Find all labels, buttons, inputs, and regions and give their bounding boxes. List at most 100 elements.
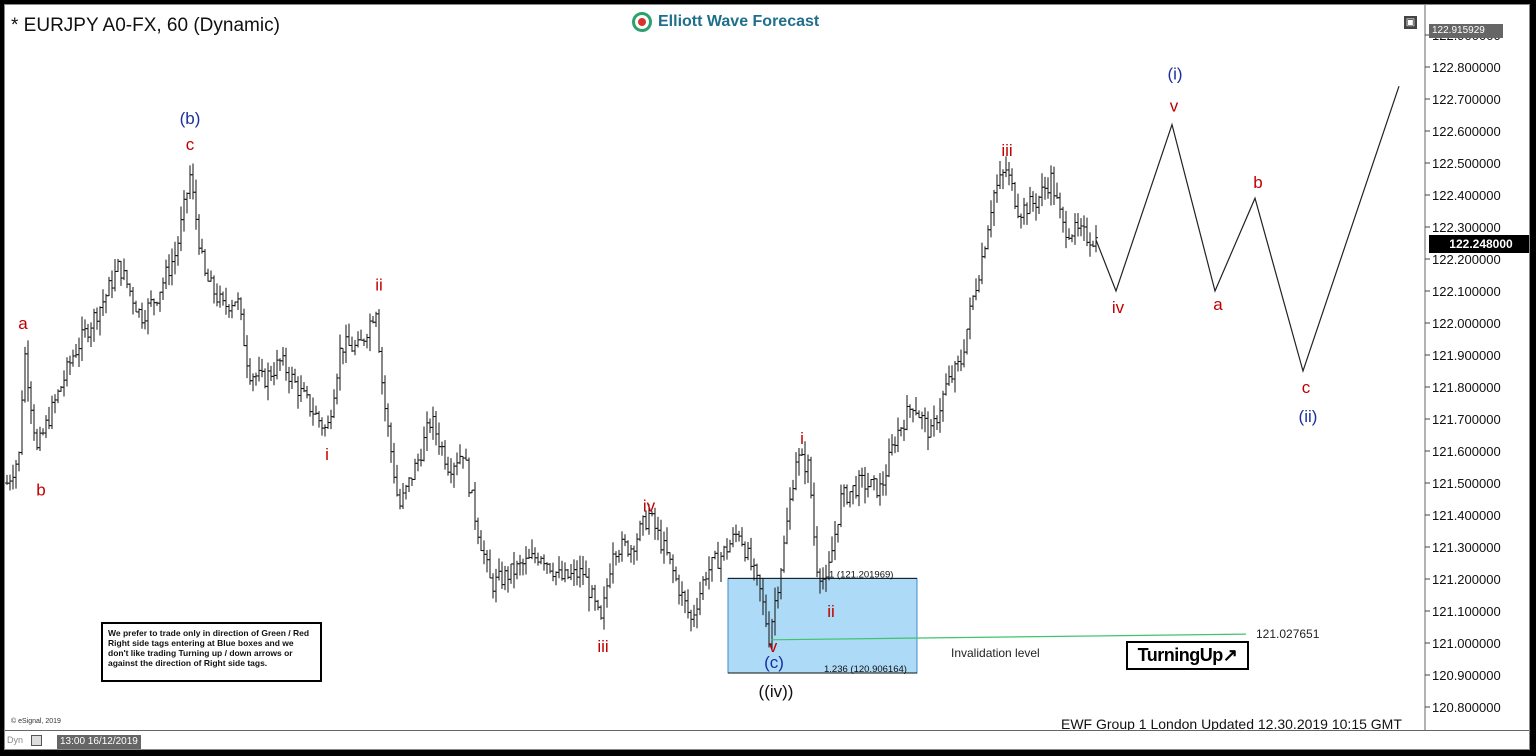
ohlc-bar — [503, 565, 507, 591]
ohlc-bar — [887, 438, 891, 478]
ohlc-bar — [104, 293, 108, 314]
trading-note: We prefer to trade only in direction of … — [101, 622, 322, 682]
ohlc-bar — [152, 298, 156, 316]
wave-label: c — [1302, 378, 1311, 397]
ohlc-bar — [197, 214, 201, 255]
ohlc-bar — [977, 275, 981, 293]
ohlc-bar — [272, 362, 276, 386]
ohlc-bar — [167, 254, 171, 286]
ohlc-bar — [161, 277, 165, 300]
y-tick-label: 122.800000 — [1432, 60, 1501, 75]
wave-label: iii — [597, 637, 608, 656]
price-chart[interactable]: 122.900000122.800000122.700000122.600000… — [5, 5, 1530, 750]
y-tick-label: 122.100000 — [1432, 284, 1501, 299]
ohlc-bar — [809, 456, 813, 499]
ohlc-bar — [1028, 186, 1032, 215]
ohlc-bar — [68, 355, 72, 375]
ohlc-bar — [575, 560, 579, 586]
ohlc-bar — [383, 375, 387, 422]
wave-label: i — [800, 429, 804, 448]
time-axis — [5, 730, 1529, 749]
ohlc-bar — [956, 355, 960, 372]
ohlc-bar — [407, 477, 411, 493]
ohlc-bar — [281, 346, 285, 366]
ohlc-bar — [593, 584, 597, 611]
ohlc-bar — [242, 308, 246, 347]
y-tick-label: 121.000000 — [1432, 636, 1501, 651]
top-price-label: 122.915929 — [1429, 24, 1503, 38]
ohlc-bar — [32, 404, 36, 441]
ohlc-bar — [731, 527, 735, 548]
ohlc-bar — [908, 404, 912, 418]
ohlc-bar — [209, 270, 213, 282]
y-tick-label: 122.400000 — [1432, 188, 1501, 203]
wave-label: (ii) — [1299, 407, 1318, 426]
ohlc-bar — [215, 283, 219, 307]
y-tick-label: 121.800000 — [1432, 380, 1501, 395]
elliott-wave-logo: Elliott Wave Forecast — [632, 9, 819, 35]
ohlc-bar — [182, 190, 186, 232]
ohlc-bar — [494, 568, 498, 603]
ohlc-bar — [968, 297, 972, 340]
ohlc-bar — [698, 581, 702, 616]
ohlc-bar — [149, 290, 153, 307]
ohlc-bar — [1058, 192, 1062, 219]
ohlc-bar — [1013, 181, 1017, 209]
dyn-toggle[interactable] — [31, 735, 42, 746]
ohlc-bar — [1046, 177, 1050, 199]
ohlc-bar — [440, 441, 444, 456]
ohlc-bar — [170, 248, 174, 286]
ohlc-bar — [431, 406, 435, 440]
invalidation-line — [770, 633, 1247, 641]
ohlc-bar — [239, 297, 243, 321]
ohlc-bar — [695, 597, 699, 629]
ohlc-bar — [992, 189, 996, 227]
ohlc-bar — [563, 562, 567, 583]
ohlc-bar — [164, 259, 168, 289]
ohlc-bar — [254, 372, 258, 386]
restore-window-icon[interactable]: ▣ — [1404, 16, 1417, 29]
ohlc-bar — [947, 365, 951, 386]
cursor-date-label: 13:00 16/12/2019 — [57, 735, 141, 749]
ohlc-bar — [317, 411, 321, 428]
ohlc-bar — [548, 563, 552, 574]
ohlc-bar — [263, 368, 267, 389]
ohlc-bar — [605, 578, 609, 608]
ohlc-bar — [806, 454, 810, 484]
ohlc-bar — [845, 484, 849, 505]
ohlc-bar — [464, 448, 468, 461]
ohlc-bar — [680, 581, 684, 606]
ohlc-bar — [311, 397, 315, 426]
ohlc-bar — [923, 407, 927, 433]
ohlc-bar — [1007, 161, 1011, 186]
ohlc-bar — [350, 336, 354, 352]
ohlc-bar — [275, 349, 279, 380]
ohlc-bar — [536, 552, 540, 566]
ohlc-bar — [278, 358, 282, 372]
ohlc-bar — [539, 555, 543, 565]
ohlc-bar — [218, 285, 222, 308]
ohlc-bar — [74, 343, 78, 358]
ohlc-bar — [893, 436, 897, 454]
ohlc-bar — [530, 539, 534, 560]
ohlc-bar — [884, 464, 888, 496]
ohlc-bar — [860, 467, 864, 488]
y-tick-label: 121.500000 — [1432, 476, 1501, 491]
ohlc-bar — [749, 537, 753, 571]
ohlc-bar — [107, 276, 111, 297]
ohlc-bar — [488, 549, 492, 579]
ohlc-bar — [1031, 191, 1035, 212]
ohlc-bar — [1094, 225, 1098, 253]
y-tick-label: 122.700000 — [1432, 92, 1501, 107]
ohlc-bar — [524, 546, 528, 575]
ohlc-bar — [611, 542, 615, 584]
ohlc-bar — [677, 574, 681, 605]
ohlc-bar — [521, 558, 525, 576]
wave-label: iii — [1001, 141, 1012, 160]
ohlc-bar — [92, 308, 96, 342]
ohlc-bar — [1064, 210, 1068, 249]
wave-label: (i) — [1167, 64, 1182, 83]
ohlc-bar — [707, 556, 711, 590]
ohlc-bar — [1076, 213, 1080, 237]
ohlc-bar — [236, 292, 240, 310]
